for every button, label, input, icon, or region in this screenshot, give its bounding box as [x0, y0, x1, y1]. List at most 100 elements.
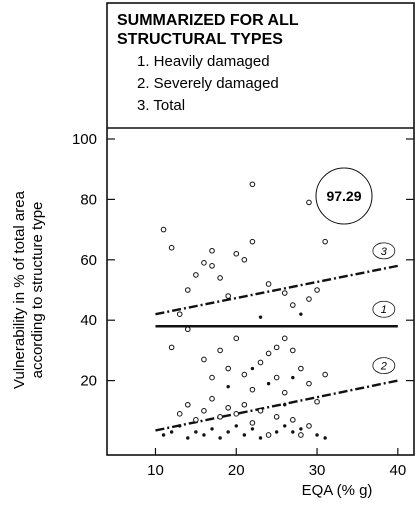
legend: SUMMARIZED FOR ALL STRUCTURAL TYPES 1. H… [117, 12, 299, 114]
data-point-open-45 [209, 395, 215, 402]
data-point-open-36 [290, 347, 296, 354]
data-point-solid-2 [178, 424, 182, 428]
data-point-open-43 [193, 417, 199, 423]
data-point-solid-9 [234, 424, 238, 428]
data-point-open-16 [290, 302, 296, 308]
data-point-open-48 [233, 411, 240, 417]
data-point-solid-8 [226, 430, 230, 434]
y-axis-label-line-1: Vulnerability in % of total area [11, 190, 28, 389]
data-point-open-19 [314, 287, 320, 293]
data-point-open-35 [281, 389, 288, 396]
trend-line-3 [155, 264, 399, 316]
data-point-open-14 [265, 281, 272, 287]
chart-title-line-1: SUMMARIZED FOR ALL [117, 12, 299, 29]
data-point-solid-5 [202, 433, 206, 437]
data-point-open-51 [257, 408, 264, 414]
data-point-solid-21 [291, 375, 295, 380]
data-point-solid-23 [299, 312, 303, 316]
data-point-open-33 [273, 374, 280, 381]
data-point-solid-18 [323, 436, 327, 440]
data-point-solid-15 [291, 430, 295, 434]
data-point-open-6 [209, 247, 215, 254]
data-point-solid-7 [218, 436, 222, 440]
data-point-open-5 [201, 260, 207, 266]
data-point-open-39 [314, 398, 320, 405]
data-point-open-30 [257, 359, 264, 366]
trend-line-label-1: 1 [381, 304, 387, 316]
data-point-open-22 [184, 326, 191, 333]
data-point-open-26 [225, 365, 231, 372]
data-point-open-38 [306, 380, 312, 387]
data-point-open-53 [290, 417, 296, 423]
data-point-open-20 [322, 238, 328, 245]
data-point-open-32 [273, 344, 280, 351]
data-point-solid-24 [283, 403, 287, 407]
y-tick-label-80: 80 [80, 191, 97, 208]
data-point-open-15 [281, 290, 288, 296]
data-point-solid-11 [250, 427, 255, 431]
data-point-open-28 [241, 371, 248, 378]
chart-title-line-2: STRUCTURAL TYPES [117, 31, 283, 48]
data-point-open-13 [249, 238, 256, 245]
data-point-open-52 [273, 414, 280, 420]
data-point-open-7 [209, 263, 215, 269]
data-point-solid-0 [161, 433, 166, 437]
y-axis-label-line-2: according to structure type [29, 202, 46, 379]
x-tick-label-40: 40 [389, 462, 406, 479]
data-point-open-34 [281, 335, 288, 342]
y-tick-label-40: 40 [80, 312, 97, 329]
data-point-open-10 [233, 250, 240, 257]
chart-frame [106, 2, 415, 456]
data-point-open-0 [160, 226, 167, 233]
data-point-solid-19 [226, 384, 230, 389]
y-tick-label-20: 20 [80, 373, 97, 390]
trend-line-label-circle-1 [372, 300, 396, 318]
y-tick-label-60: 60 [80, 252, 97, 269]
x-ticks: 10 20 30 40 [147, 448, 406, 479]
legend-item-1: 1. Heavily damaged [137, 53, 270, 70]
data-point-open-54 [306, 423, 312, 429]
data-point-open-49 [241, 401, 248, 408]
trend-line-2 [155, 379, 399, 432]
data-point-solid-13 [274, 430, 279, 434]
legend-item-2: 2. Severely damaged [137, 75, 279, 92]
data-point-solid-3 [186, 436, 190, 440]
trend-line-label-3: 3 [381, 246, 388, 258]
data-point-open-37 [298, 365, 304, 372]
data-point-solid-16 [299, 427, 303, 431]
data-point-solid-25 [250, 366, 255, 371]
data-points [160, 181, 328, 440]
data-point-open-11 [241, 257, 248, 263]
data-point-open-24 [209, 374, 215, 381]
annotation-circle [315, 167, 373, 225]
data-point-open-17 [306, 199, 312, 206]
trend-line-label-circle-2 [372, 357, 396, 375]
data-point-open-21 [168, 344, 175, 351]
data-point-open-18 [306, 296, 312, 302]
data-point-open-12 [249, 181, 256, 188]
x-axis-label: EQA (% g) [302, 482, 373, 499]
data-point-solid-14 [283, 424, 287, 428]
data-point-open-23 [201, 356, 207, 363]
y-tick-label-100: 100 [72, 131, 97, 148]
annotation-value: 97.29 [326, 188, 361, 204]
data-point-open-25 [217, 347, 223, 354]
trend-line-label-circle-3 [372, 242, 396, 260]
data-point-solid-22 [258, 315, 263, 319]
data-point-open-29 [249, 386, 256, 393]
data-point-open-55 [265, 432, 272, 438]
data-point-solid-1 [169, 430, 174, 434]
data-point-open-31 [265, 350, 272, 357]
x-tick-label-30: 30 [309, 462, 326, 479]
data-point-open-8 [217, 275, 223, 281]
data-point-open-56 [298, 432, 304, 438]
x-tick-label-20: 20 [228, 462, 245, 479]
data-point-solid-6 [210, 427, 214, 431]
legend-item-3: 3. Total [137, 97, 185, 114]
data-point-open-44 [201, 408, 207, 414]
data-point-open-42 [184, 401, 191, 408]
trend-lines: 1 2 3 [155, 242, 399, 432]
data-point-solid-4 [194, 430, 198, 434]
data-point-solid-12 [258, 436, 263, 440]
data-point-open-47 [225, 404, 231, 411]
